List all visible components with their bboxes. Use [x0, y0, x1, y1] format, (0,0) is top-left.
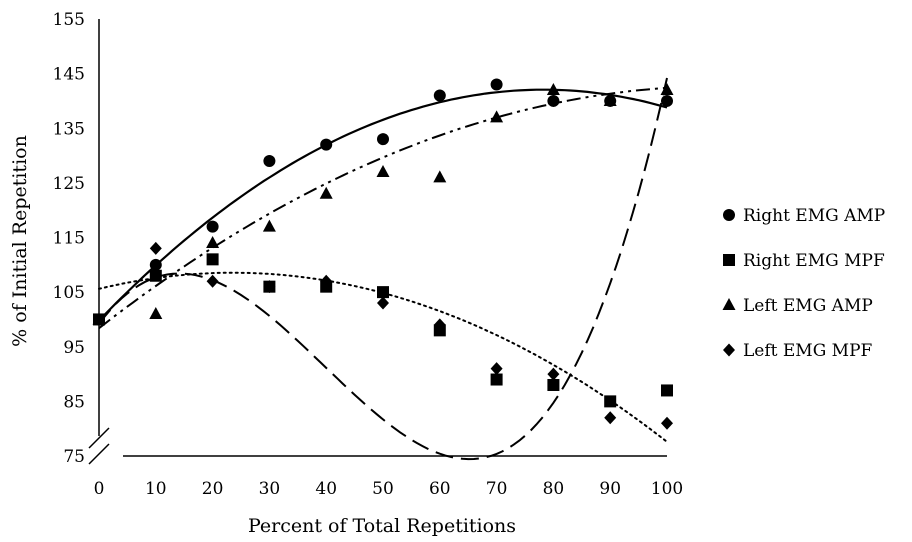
- data-point-diamond: [263, 280, 276, 294]
- data-point-square: [206, 253, 219, 266]
- data-point-circle: [547, 94, 560, 107]
- legend-label: Left EMG AMP: [743, 296, 873, 316]
- x-tick-label: 10: [145, 479, 167, 499]
- legend: Right EMG AMP Right EMG MPF Left EMG AMP Le…: [722, 206, 885, 361]
- x-tick-label: 100: [651, 479, 683, 499]
- data-point-square: [604, 395, 617, 408]
- legend-label: Right EMG AMP: [743, 206, 885, 226]
- axis-break-mark: [88, 443, 110, 465]
- data-point-triangle: [319, 186, 333, 199]
- data-point-square: [547, 378, 560, 391]
- y-tick-label: 95: [63, 338, 85, 358]
- legend-marker-triangle: [722, 298, 736, 310]
- data-point-triangle: [149, 306, 163, 319]
- y-axis-title: % of Initial Repetition: [9, 135, 31, 347]
- x-tick-label: 60: [429, 479, 451, 499]
- x-tick-label: 50: [372, 479, 394, 499]
- y-tick-label: 145: [53, 65, 85, 85]
- data-point-diamond: [149, 241, 162, 255]
- data-point-diamond: [661, 416, 673, 430]
- data-point-square: [490, 373, 503, 386]
- x-axis-title: Percent of Total Repetitions: [248, 515, 516, 537]
- trendline-circle: [98, 88, 668, 322]
- y-tick-label: 155: [53, 10, 85, 30]
- legend-marker-square: [723, 254, 735, 266]
- data-point-diamond: [490, 362, 503, 376]
- data-point-circle: [263, 155, 276, 168]
- legend-marker-diamond: [723, 343, 735, 357]
- data-point-circle: [149, 258, 162, 271]
- data-point-triangle: [376, 164, 390, 177]
- data-point-triangle: [262, 219, 276, 232]
- x-tick-label: 20: [202, 479, 224, 499]
- data-point-triangle: [603, 93, 617, 106]
- x-tick-label: 80: [543, 479, 565, 499]
- axes: 75 85 95 105 115 125 135 145 155 0 10 20 30 40 50 60 70 8…: [53, 10, 684, 499]
- data-markers: [92, 78, 674, 430]
- data-point-square: [661, 384, 673, 397]
- data-point-diamond: [93, 312, 105, 326]
- x-tick-label: 40: [315, 479, 337, 499]
- data-point-diamond: [377, 296, 389, 310]
- data-point-diamond: [547, 367, 560, 381]
- data-point-diamond: [433, 318, 446, 332]
- y-tick-label: 75: [63, 447, 85, 467]
- data-point-circle: [490, 78, 503, 91]
- y-tick-label: 115: [53, 229, 85, 249]
- x-tick-label: 0: [94, 479, 105, 499]
- data-point-diamond: [604, 411, 617, 425]
- data-point-circle: [661, 94, 673, 107]
- data-point-diamond: [206, 274, 219, 288]
- x-tick-label: 70: [486, 479, 508, 499]
- data-point-triangle: [206, 235, 220, 248]
- data-point-triangle: [433, 170, 447, 183]
- data-point-circle: [320, 138, 333, 151]
- y-tick-label: 105: [53, 283, 85, 303]
- x-tick-label: 30: [259, 479, 281, 499]
- legend-label: Left EMG MPF: [743, 341, 873, 361]
- y-tick-label: 125: [53, 174, 85, 194]
- axis-break-mark: [88, 427, 110, 449]
- data-point-square: [149, 269, 162, 282]
- data-point-diamond: [320, 274, 333, 288]
- data-point-triangle: [490, 110, 504, 123]
- data-point-circle: [206, 220, 219, 233]
- data-point-triangle: [660, 83, 674, 96]
- legend-marker-circle: [723, 209, 735, 221]
- trendline-triangle: [98, 86, 668, 329]
- data-point-triangle: [546, 83, 560, 96]
- y-tick-label: 85: [63, 392, 85, 412]
- x-tick-label: 90: [599, 479, 621, 499]
- y-tick-label: 135: [53, 119, 85, 139]
- data-point-square: [377, 286, 389, 299]
- data-point-circle: [377, 133, 389, 146]
- data-point-circle: [433, 89, 446, 102]
- legend-label: Right EMG MPF: [743, 251, 885, 271]
